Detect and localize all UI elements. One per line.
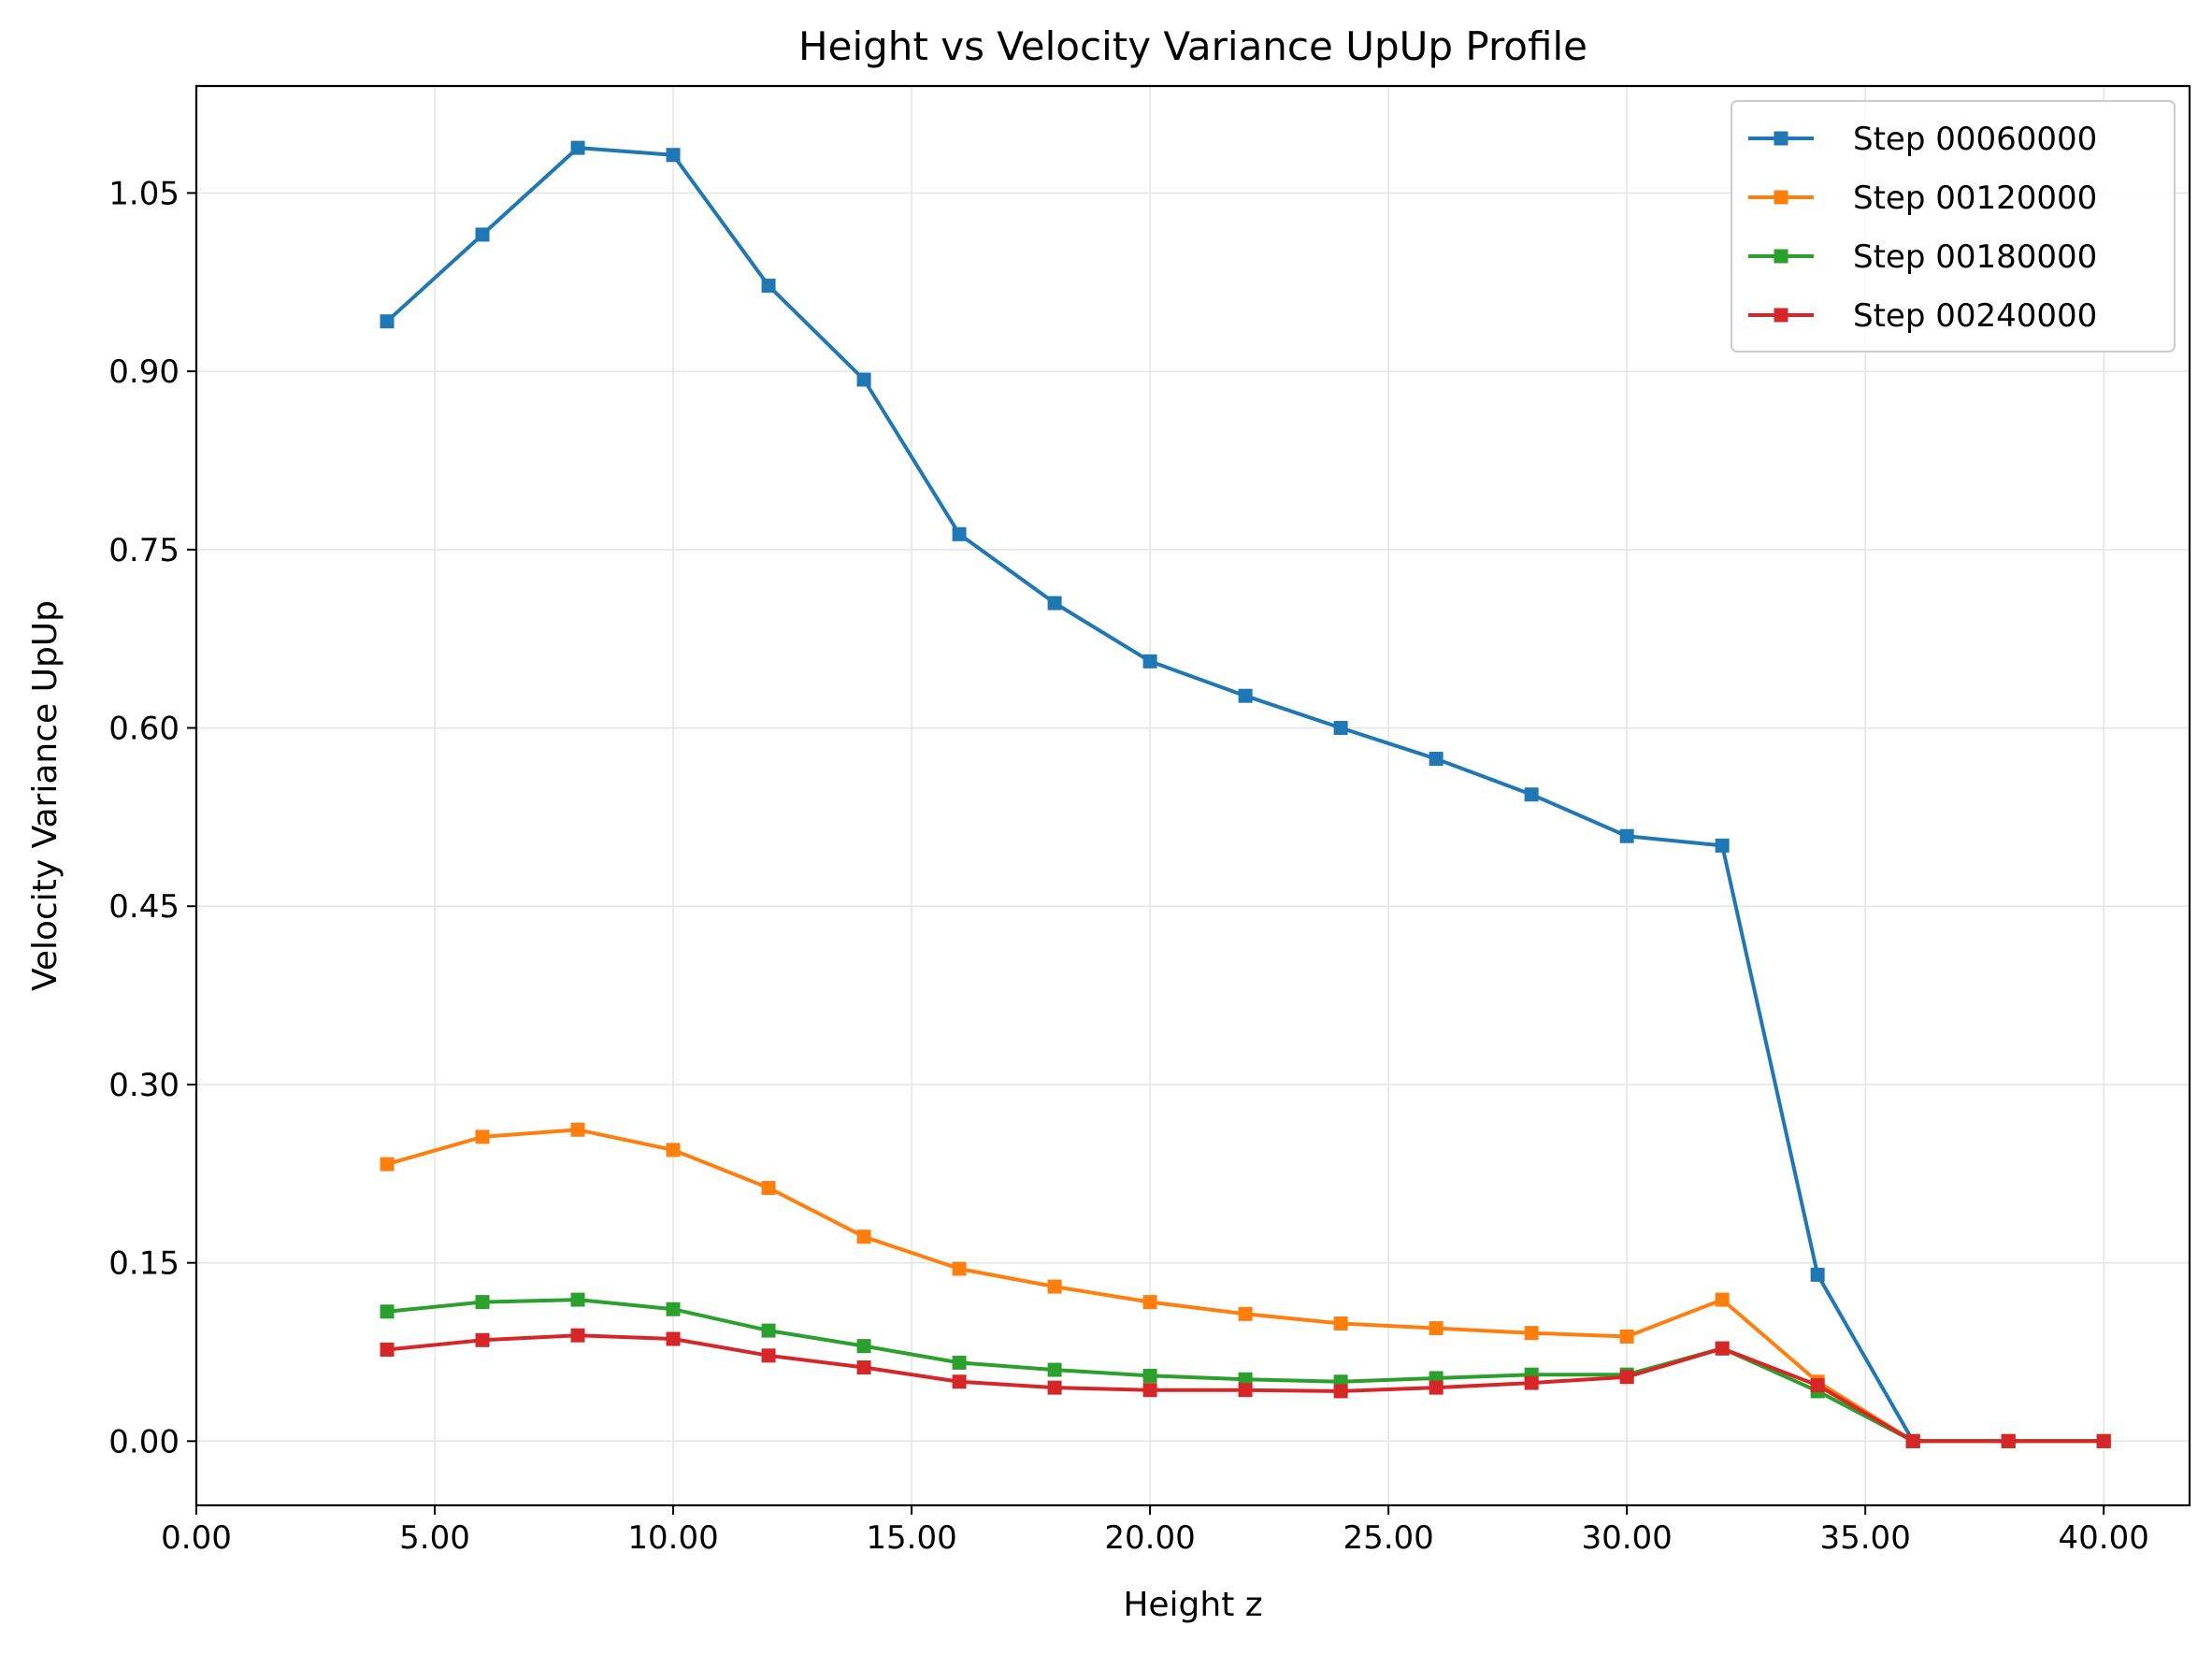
data-point [856, 1339, 871, 1354]
data-point [1047, 596, 1062, 611]
y-tick-label: 0.15 [108, 1245, 180, 1283]
data-point [666, 1302, 681, 1316]
data-point [1715, 838, 1730, 853]
data-point [475, 1295, 490, 1310]
data-point [1333, 1316, 1348, 1330]
data-point [856, 372, 871, 387]
data-point [952, 1355, 967, 1370]
data-point [1142, 654, 1157, 669]
data-point [952, 1374, 967, 1389]
data-point [1142, 1295, 1157, 1310]
y-axis-label: Velocity Variance UpUp [26, 600, 65, 991]
data-point [1715, 1292, 1730, 1307]
data-point [380, 1304, 395, 1319]
data-point [666, 148, 681, 163]
data-point [1333, 1384, 1348, 1399]
data-point [1047, 1362, 1062, 1377]
data-point [1810, 1378, 1825, 1393]
legend-entry-label: Step 00180000 [1853, 238, 2097, 276]
data-point [380, 1342, 395, 1357]
data-point [1619, 828, 1634, 843]
data-point [1905, 1433, 1920, 1448]
series-group [380, 1328, 2111, 1448]
data-point [475, 1332, 490, 1347]
data-point [1429, 1380, 1444, 1395]
x-tick-label: 5.00 [399, 1519, 470, 1557]
legend-entry-label: Step 00060000 [1853, 121, 2097, 158]
x-tick-label: 25.00 [1343, 1519, 1433, 1557]
data-point [1429, 1321, 1444, 1336]
data-point [761, 1323, 776, 1338]
y-axis: 0.00 0.15 0.30 0.45 0.60 0.75 0.90 1.05 [108, 175, 196, 1460]
data-point [761, 1348, 776, 1363]
data-point [1142, 1368, 1157, 1383]
data-point [1810, 1267, 1825, 1282]
x-tick-label: 20.00 [1104, 1519, 1195, 1557]
data-point [1142, 1383, 1157, 1398]
data-point [761, 279, 776, 294]
data-point [1715, 1341, 1730, 1356]
data-point [1238, 1372, 1253, 1387]
data-point [952, 1261, 967, 1276]
data-point [2001, 1433, 2016, 1448]
data-point [1047, 1279, 1062, 1294]
y-tick-label: 0.45 [108, 888, 180, 926]
data-point [666, 1331, 681, 1346]
data-point [1619, 1329, 1634, 1344]
x-tick-label: 10.00 [627, 1519, 718, 1557]
data-point [570, 1122, 585, 1137]
x-tick-label: 0.00 [161, 1519, 232, 1557]
data-point [475, 1129, 490, 1144]
x-tick-label: 15.00 [866, 1519, 956, 1557]
legend-marker [1774, 131, 1788, 146]
y-tick-label: 0.75 [108, 532, 180, 569]
data-point [380, 314, 395, 329]
x-axis: 0.00 5.00 10.00 15.00 20.00 25.00 30.00 35.00 40… [161, 1505, 2149, 1557]
data-point [570, 1292, 585, 1307]
x-tick-label: 30.00 [1581, 1519, 1672, 1557]
legend-marker [1774, 308, 1788, 323]
y-tick-label: 0.90 [108, 353, 180, 391]
data-point [1238, 688, 1253, 703]
legend: Step 00060000 Step 00120000 Step 00180000 S… [1731, 100, 2176, 352]
data-point [1524, 787, 1539, 802]
legend-marker [1774, 249, 1788, 264]
data-point [761, 1181, 776, 1196]
legend-marker [1774, 190, 1788, 205]
legend-entry-label: Step 00120000 [1853, 180, 2097, 217]
data-point [666, 1143, 681, 1158]
y-tick-label: 0.60 [108, 711, 180, 748]
data-point [570, 140, 585, 155]
data-point [1047, 1380, 1062, 1395]
data-point [1333, 721, 1348, 736]
series-lines [380, 140, 2111, 1448]
data-point [475, 227, 490, 242]
data-point [1238, 1383, 1253, 1398]
x-tick-label: 40.00 [2059, 1519, 2149, 1557]
data-point [856, 1360, 871, 1375]
chart-title: Height vs Velocity Variance UpUp Profile [798, 23, 1587, 69]
data-point [570, 1328, 585, 1343]
x-tick-label: 35.00 [1819, 1519, 1910, 1557]
y-tick-label: 1.05 [108, 175, 180, 212]
data-point [1619, 1370, 1634, 1385]
data-point [1524, 1326, 1539, 1341]
plot-frame [194, 84, 2191, 1507]
legend-box [1731, 100, 2176, 352]
x-axis-label: Height z [1123, 1586, 1262, 1624]
data-point [2096, 1433, 2111, 1448]
data-point [1238, 1306, 1253, 1321]
data-point [380, 1157, 395, 1172]
data-point [856, 1230, 871, 1244]
legend-entry-label: Step 00240000 [1853, 297, 2097, 335]
data-point [952, 526, 967, 541]
data-point [1429, 752, 1444, 767]
y-tick-label: 0.30 [108, 1067, 180, 1104]
data-point [1524, 1375, 1539, 1390]
y-tick-label: 0.00 [108, 1423, 180, 1460]
